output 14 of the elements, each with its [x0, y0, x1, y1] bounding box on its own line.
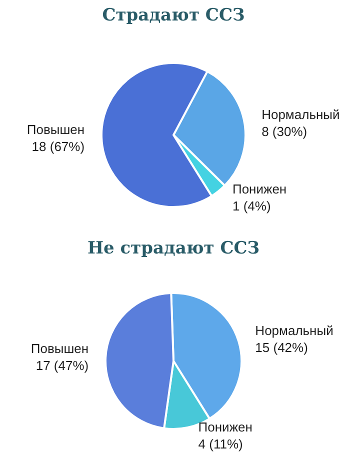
data-label: 4 (11%) — [198, 436, 243, 452]
chart-title: Не страдают ССЗ — [87, 238, 260, 258]
slice-label: Повышен — [26, 122, 85, 137]
slice-label: Нормальный — [255, 322, 334, 338]
slice-label: Понижен — [198, 419, 252, 434]
data-label: 17 (47%) — [36, 358, 89, 374]
slice-label: Понижен — [232, 181, 287, 196]
slice-label: Повышен — [30, 341, 89, 356]
data-label: 18 (67%) — [32, 138, 85, 154]
data-label: 8 (30%) — [262, 124, 308, 139]
data-label: 15 (42%) — [255, 340, 308, 355]
data-label: 1 (4%) — [232, 198, 271, 214]
chart-title: Страдают ССЗ — [102, 6, 245, 26]
slice-label: Нормальный — [262, 106, 340, 122]
